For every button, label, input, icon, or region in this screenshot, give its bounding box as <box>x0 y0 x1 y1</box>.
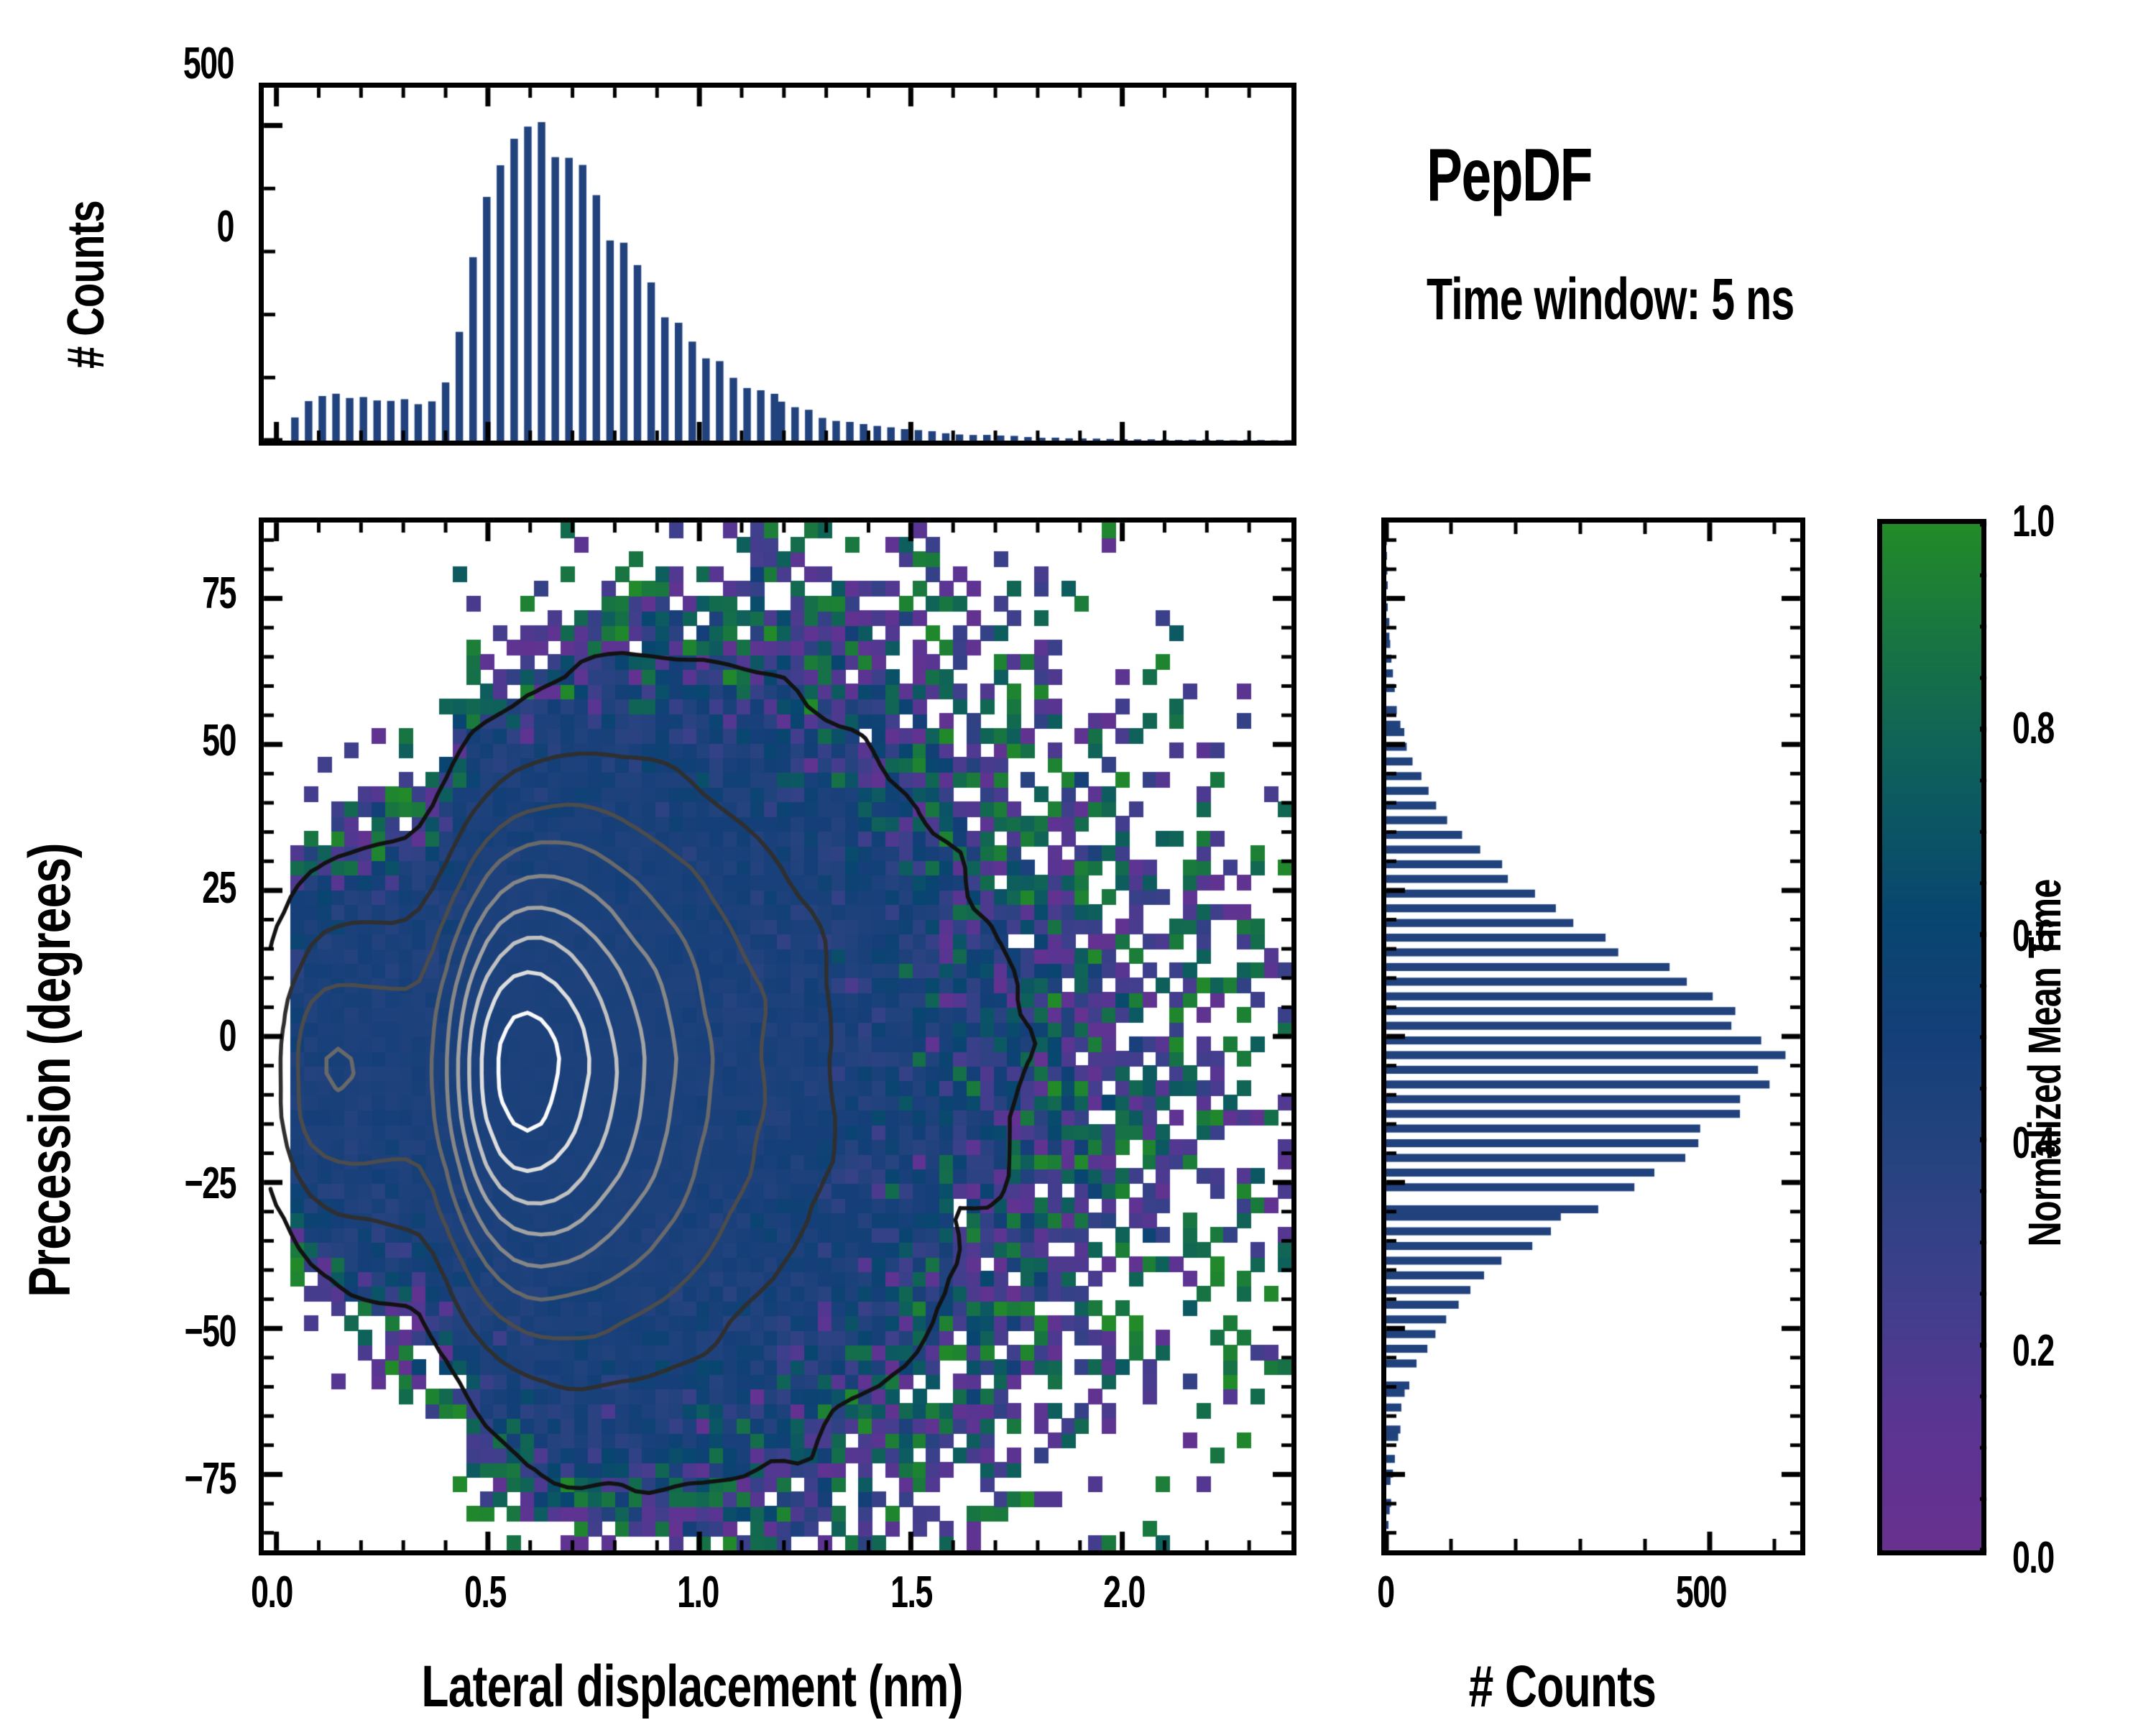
colorbar-gradient <box>1882 524 1981 1550</box>
colorbar-tick-0.8: 0.8 <box>2012 704 2055 753</box>
main-ytick-75: 75 <box>202 569 236 618</box>
main-xtick-2.0: 2.0 <box>1103 1568 1146 1617</box>
colorbar-tick-0.0: 0.0 <box>2012 1533 2055 1583</box>
main-ytick-50: 50 <box>202 716 236 765</box>
colorbar-tick-0.2: 0.2 <box>2012 1326 2055 1376</box>
right-panel-xlabel: # Counts <box>1468 1654 1657 1719</box>
colorbar <box>1877 519 1986 1555</box>
right-panel-ticks <box>1351 503 1854 1653</box>
figure-subtitle: Time window: 5 ns <box>1427 267 1795 332</box>
main-panel-xlabel: Lateral displacement (nm) <box>421 1654 963 1719</box>
main-panel-ticks <box>208 503 1358 1653</box>
main-ytick-0: 0 <box>218 1011 237 1061</box>
colorbar-ticks <box>1980 503 2066 1653</box>
main-xtick-0.0: 0.0 <box>251 1568 293 1617</box>
main-ytick-25: 25 <box>202 863 236 913</box>
top-ytick-500: 500 <box>183 39 235 88</box>
figure-title: PepDF <box>1427 134 1593 217</box>
top-ytick-0: 0 <box>216 202 235 252</box>
colorbar-tick-0.4: 0.4 <box>2012 1118 2055 1168</box>
colorbar-label: Normalized Mean Time <box>2019 879 2070 1247</box>
colorbar-tick-0.6: 0.6 <box>2012 911 2055 961</box>
main-xtick-1.0: 1.0 <box>677 1568 719 1617</box>
right-xtick-500: 500 <box>1675 1568 1728 1617</box>
right-xtick-0: 0 <box>1377 1568 1395 1617</box>
main-ytick-m25: −25 <box>184 1159 237 1208</box>
main-ytick-m50: −50 <box>184 1307 237 1356</box>
main-ytick-m75: −75 <box>184 1454 237 1504</box>
top-panel-ylabel: # Counts <box>57 201 115 369</box>
top-panel-ticks <box>216 72 1337 518</box>
colorbar-tick-1.0: 1.0 <box>2012 497 2055 546</box>
main-panel-ylabel: Precession (degrees) <box>17 843 83 1297</box>
main-xtick-1.5: 1.5 <box>890 1568 933 1617</box>
main-xtick-0.5: 0.5 <box>464 1568 507 1617</box>
